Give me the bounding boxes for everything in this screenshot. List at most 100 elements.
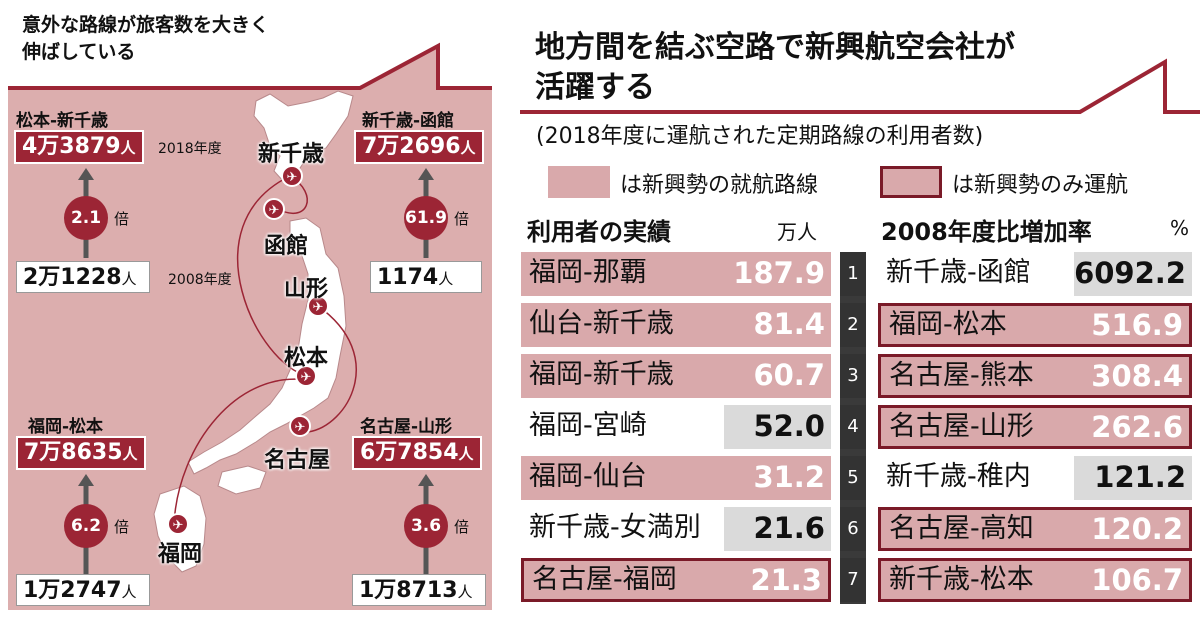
airplane-icon — [167, 513, 189, 535]
right-title-line1: 地方間を結ぶ空路で新興航空会社が — [535, 30, 1015, 65]
value-cell: 21.6 — [724, 507, 831, 551]
route-cell: 仙台-新千歳 — [529, 308, 674, 339]
city-label-hakodate: 函館 — [264, 234, 309, 259]
rank-number: 1 — [840, 252, 866, 296]
left-title-line2: 伸ばしている — [22, 41, 136, 63]
table-row: 名古屋-福岡 21.3 — [521, 558, 831, 602]
table-row: 仙台-新千歳 81.4 — [521, 303, 831, 347]
route-cell: 名古屋-福岡 — [532, 564, 677, 595]
route-cell: 名古屋-熊本 — [889, 360, 1034, 391]
section-unit-growth: % — [1170, 216, 1190, 240]
table-row: 名古屋-高知 120.2 — [878, 507, 1192, 551]
route-2008-value: 2万1228人 — [16, 261, 150, 293]
table-row: 福岡-那覇 187.9 — [521, 252, 831, 296]
rank-number: 6 — [840, 507, 866, 551]
table-row: 福岡-松本 516.9 — [878, 303, 1192, 347]
route-cell: 福岡-宮崎 — [529, 410, 647, 441]
airplane-icon — [307, 295, 329, 317]
route-2018-value: 6万7854人 — [352, 436, 482, 470]
city-label-matsumoto: 松本 — [284, 346, 329, 371]
rank-number: 2 — [840, 303, 866, 347]
ratio-suffix: 倍 — [114, 210, 130, 228]
route-cell: 新千歳-女満別 — [529, 512, 701, 543]
table-row: 名古屋-山形 262.6 — [878, 405, 1192, 449]
section-header-growth: 2008年度比増加率 — [881, 218, 1092, 246]
svg-text:✈: ✈ — [301, 370, 312, 385]
route-cell: 名古屋-高知 — [889, 513, 1034, 544]
route-cell: 福岡-松本 — [889, 309, 1007, 340]
route-cell: 新千歳-函館 — [886, 257, 1031, 288]
airplane-icon — [263, 198, 285, 220]
rank-number: 7 — [840, 558, 866, 602]
value-cell: 308.4 — [1071, 357, 1189, 395]
route-name: 新千歳-函館 — [362, 111, 455, 131]
table-row: 福岡-宮崎 52.0 — [521, 405, 831, 449]
legend-swatch-newcomer-only — [880, 166, 942, 198]
airplane-icons: ✈ ✈ ✈ ✈ ✈ ✈ — [167, 165, 329, 535]
route-cell: 福岡-那覇 — [529, 257, 647, 288]
table-row: 名古屋-熊本 308.4 — [878, 354, 1192, 398]
svg-text:✈: ✈ — [173, 518, 184, 533]
route-growth-panel: ✈ ✈ ✈ ✈ ✈ ✈ 意外な路線が旅客数を大きく 伸ばしている 松本-新千歳 … — [8, 6, 492, 610]
route-name: 松本-新千歳 — [16, 111, 109, 131]
route-lines — [173, 175, 357, 525]
ratio-badge: 3.6 — [404, 504, 448, 548]
city-label-yamagata: 山形 — [284, 277, 329, 302]
value-cell: 262.6 — [1071, 408, 1189, 446]
ratio-suffix: 倍 — [454, 518, 470, 536]
city-label-nagoya: 名古屋 — [264, 448, 331, 473]
route-cell: 福岡-新千歳 — [529, 359, 674, 390]
rank-number: 3 — [840, 354, 866, 398]
value-cell: 187.9 — [724, 252, 831, 296]
ratio-suffix: 倍 — [114, 518, 130, 536]
value-cell: 106.7 — [1071, 561, 1189, 599]
table-row: 新千歳-稚内 121.2 — [878, 456, 1192, 500]
right-title: 地方間を結ぶ空路で新興航空会社が 活躍する — [535, 28, 1015, 108]
value-cell: 120.2 — [1071, 510, 1189, 548]
route-cell: 名古屋-山形 — [889, 411, 1034, 442]
right-title-deco — [520, 58, 1200, 114]
route-2018-value: 4万3879人 — [14, 130, 144, 164]
route-cell: 新千歳-稚内 — [886, 461, 1031, 492]
value-cell: 21.3 — [721, 561, 828, 599]
airplane-icon — [289, 415, 311, 437]
legend-label-newcomer: は新興勢の就航路線 — [620, 173, 819, 198]
route-2008-value: 1174人 — [370, 261, 482, 293]
legend-swatch-newcomer — [548, 166, 610, 198]
route-2018-value: 7万2696人 — [354, 130, 484, 164]
airplane-icon — [281, 165, 303, 187]
route-cell: 新千歳-松本 — [889, 564, 1034, 595]
right-subtitle: (2018年度に運航された定期路線の利用者数) — [536, 124, 984, 149]
right-title-line2: 活躍する — [535, 70, 655, 105]
city-label-fukuoka: 福岡 — [158, 542, 203, 567]
table-row: 新千歳-女満別 21.6 — [521, 507, 831, 551]
city-label-shin-chitose: 新千歳 — [258, 142, 325, 167]
route-2018-value: 7万8635人 — [16, 436, 146, 470]
value-cell: 121.2 — [1074, 456, 1192, 500]
ratio-badge: 61.9 — [404, 196, 448, 240]
ratio-suffix: 倍 — [454, 210, 470, 228]
value-cell: 81.4 — [724, 303, 831, 347]
value-cell: 60.7 — [724, 354, 831, 398]
svg-text:✈: ✈ — [287, 170, 298, 185]
value-cell: 6092.2 — [1074, 252, 1192, 296]
legend-label-newcomer-only: は新興勢のみ運航 — [952, 173, 1129, 198]
route-name: 名古屋-山形 — [360, 417, 453, 437]
table-row: 福岡-仙台 31.2 — [521, 456, 831, 500]
rank-number: 4 — [840, 405, 866, 449]
route-cell: 福岡-仙台 — [529, 461, 647, 492]
section-unit-users: 万人 — [777, 220, 817, 244]
year-label-2018: 2018年度 — [158, 141, 222, 157]
table-row: 新千歳-松本 106.7 — [878, 558, 1192, 602]
ratio-badge: 6.2 — [64, 504, 108, 548]
rank-number: 5 — [840, 456, 866, 500]
svg-text:✈: ✈ — [269, 203, 280, 218]
route-name: 福岡-松本 — [28, 417, 104, 437]
table-row: 新千歳-函館 6092.2 — [878, 252, 1192, 296]
left-title: 意外な路線が旅客数を大きく 伸ばしている — [22, 12, 352, 66]
section-header-users: 利用者の実績 — [527, 218, 671, 246]
value-cell: 516.9 — [1071, 306, 1189, 344]
value-cell: 31.2 — [724, 456, 831, 500]
table-row: 福岡-新千歳 60.7 — [521, 354, 831, 398]
route-2008-value: 1万2747人 — [16, 574, 150, 606]
